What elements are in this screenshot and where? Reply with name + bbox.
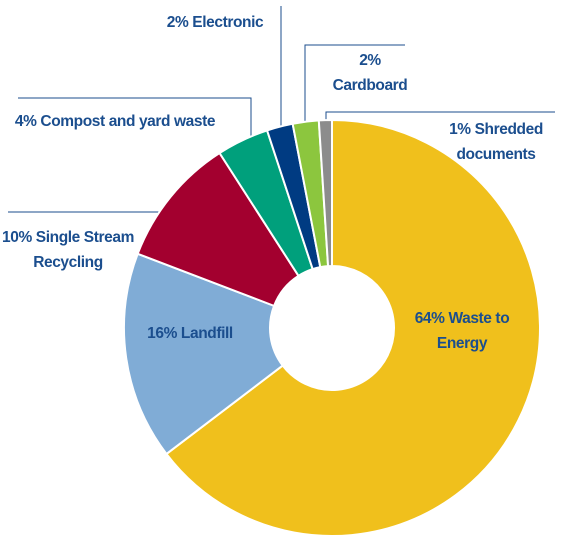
leader-line [304, 44, 405, 126]
value-label: 1% [449, 121, 471, 138]
value-label: 4% [14, 113, 37, 130]
slice-label: 2% Cardboard [330, 48, 410, 98]
slice-label: 1% Shredded documents [436, 117, 556, 167]
category-label: Shredded documents [456, 121, 543, 163]
donut-slice [317, 118, 333, 268]
value-label: 2% [359, 52, 381, 69]
value-label: 10% [2, 229, 32, 246]
leader-lines [8, 6, 555, 213]
donut-slice [136, 151, 300, 308]
slice-label: 4% Compost and yard waste [5, 109, 225, 134]
category-label: Compost and yard waste [40, 113, 216, 130]
category-label: Landfill [180, 325, 233, 342]
value-label: 2% [166, 14, 189, 31]
category-label: Waste to Energy [436, 310, 510, 352]
category-label: Single Stream Recycling [33, 229, 134, 271]
value-label: 64% [414, 310, 445, 327]
slice-label: 16% Landfill [145, 321, 235, 346]
slice-label: 64% Waste to Energy [407, 306, 517, 356]
category-label: Electronic [192, 14, 264, 31]
donut-slice [165, 118, 541, 536]
slice-label: 2% Electronic [150, 10, 280, 35]
value-label: 16% [147, 325, 177, 342]
donut-slice [123, 252, 285, 456]
category-label: Cardboard [332, 77, 408, 94]
leader-line [18, 97, 252, 138]
slice-label: 10% Single Stream Recycling [0, 225, 138, 275]
